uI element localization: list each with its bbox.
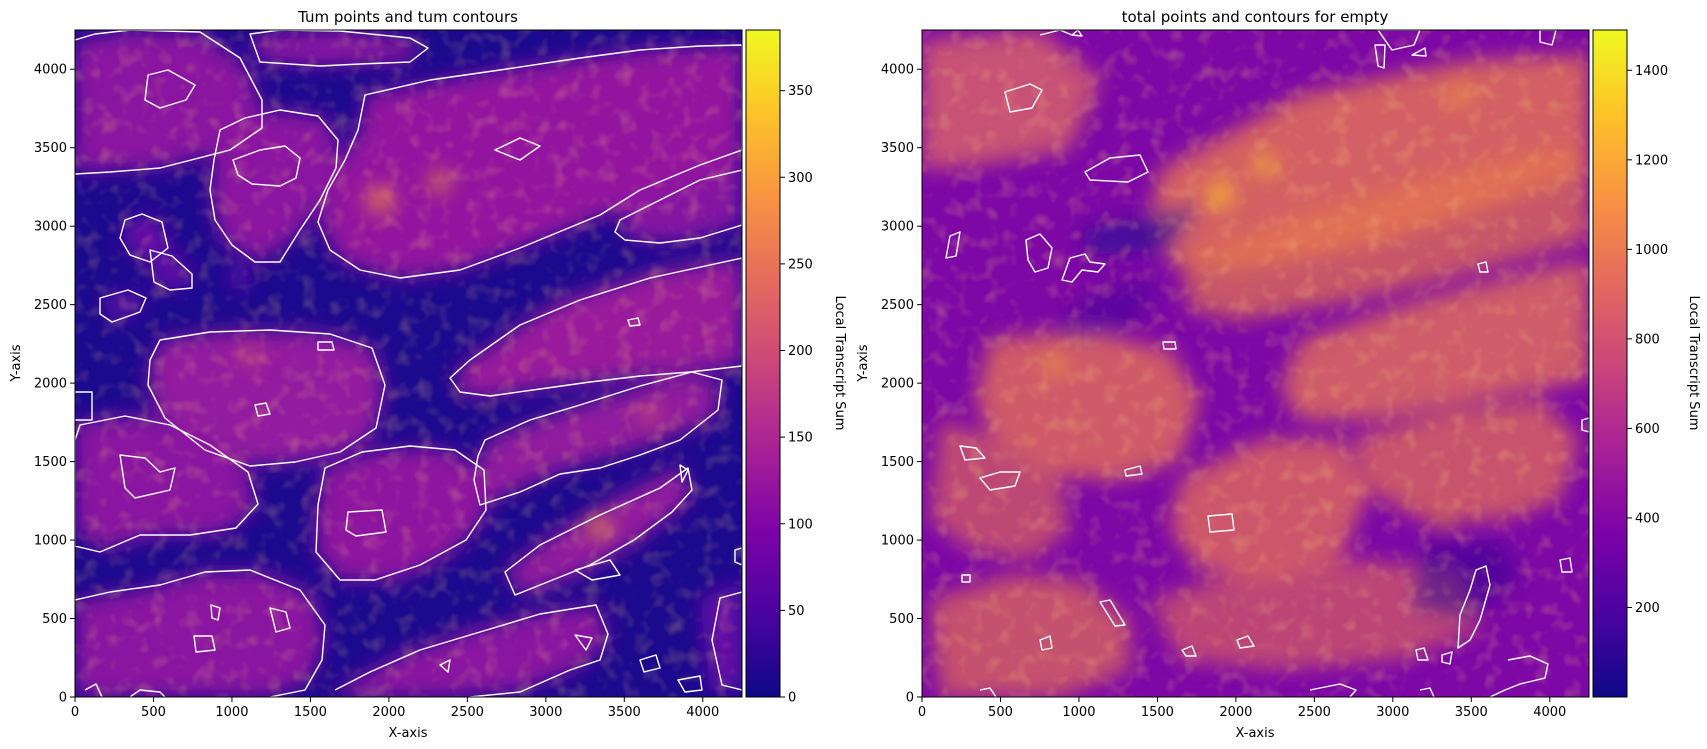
- y-tick-label: 3500: [34, 141, 67, 156]
- colorbar-tick-label: 1000: [1635, 243, 1668, 258]
- colorbar-tick-label: 0: [788, 691, 796, 706]
- x-tick-label: 4000: [686, 705, 719, 720]
- colorbar-tick-label: 1200: [1635, 153, 1668, 168]
- x-tick-label: 1000: [215, 705, 248, 720]
- colorbar-tick-label: 100: [788, 517, 813, 532]
- heatmap-image: [922, 30, 1589, 697]
- colorbar-tick-label: 200: [788, 344, 813, 359]
- y-axis-label: Y-axis: [9, 344, 24, 382]
- y-tick-label: 3500: [881, 141, 914, 156]
- colorbar-tick-label: 250: [788, 257, 813, 272]
- empty-colorbar: 200 400 600 800 1000 1200 1400 Local Transcrip…: [1592, 29, 1701, 698]
- empty-axes: 0 500 1000 1500 2000 2500 3000 3500 4000 0 500 1000…: [881, 63, 1566, 720]
- colorbar-tick-label: 150: [788, 431, 813, 446]
- tum-contours: [75, 30, 742, 697]
- heatmap-image: [75, 30, 742, 697]
- y-tick-label: 2500: [34, 298, 67, 313]
- x-tick-label: 0: [918, 705, 926, 720]
- x-tick-label: 1500: [1141, 705, 1174, 720]
- y-axis-label: Y-axis: [856, 344, 871, 382]
- y-tick-label: 500: [42, 612, 67, 627]
- y-tick-label: 1000: [881, 534, 914, 549]
- tum-colorbar: 0 50 100 150 200 250 300 350 Local Transcript S…: [745, 29, 847, 706]
- y-tick-label: 0: [906, 691, 914, 706]
- y-tick-label: 1500: [34, 455, 67, 470]
- colorbar-tick-label: 200: [1635, 601, 1660, 616]
- x-tick-label: 1500: [294, 705, 327, 720]
- x-tick-label: 4000: [1533, 705, 1566, 720]
- chart-title: total points and contours for empty: [1122, 8, 1389, 26]
- colorbar-tick-label: 300: [788, 171, 813, 186]
- chart-title: Tum points and tum contours: [297, 8, 518, 26]
- colorbar-tick-label: 350: [788, 84, 813, 99]
- y-tick-label: 500: [889, 612, 914, 627]
- tum-heatmap-panel: Tum points and tum contours: [9, 8, 847, 741]
- x-tick-label: 3500: [608, 705, 641, 720]
- total-heatmap-panel: total points and contours for empty: [856, 8, 1701, 741]
- x-tick-label: 1000: [1062, 705, 1095, 720]
- y-tick-label: 2500: [881, 298, 914, 313]
- y-tick-label: 2000: [34, 377, 67, 392]
- colorbar-tick-label: 400: [1635, 511, 1660, 526]
- x-tick-label: 2500: [1298, 705, 1331, 720]
- x-tick-label: 2500: [451, 705, 484, 720]
- colorbar-gradient: [1592, 29, 1628, 698]
- y-tick-label: 3000: [34, 220, 67, 235]
- colorbar-tick-label: 800: [1635, 332, 1660, 347]
- tum-axes: 0 500 1000 1500 2000 2500 3000 3500 4000 0 500 1000…: [34, 63, 719, 720]
- x-axis-label: X-axis: [389, 726, 428, 741]
- y-tick-label: 4000: [34, 63, 67, 78]
- empty-contours: [945, 30, 1589, 697]
- y-tick-label: 1500: [881, 455, 914, 470]
- y-tick-label: 2000: [881, 377, 914, 392]
- colorbar-label: Local Transcript Sum: [832, 296, 847, 431]
- x-tick-label: 2000: [372, 705, 405, 720]
- x-tick-label: 3500: [1455, 705, 1488, 720]
- x-axis-label: X-axis: [1236, 726, 1275, 741]
- x-tick-label: 500: [141, 705, 166, 720]
- y-tick-label: 1000: [34, 534, 67, 549]
- colorbar-tick-label: 600: [1635, 422, 1660, 437]
- y-tick-label: 0: [59, 691, 67, 706]
- colorbar-tick-label: 1400: [1635, 64, 1668, 79]
- x-tick-label: 0: [71, 705, 79, 720]
- y-tick-label: 4000: [881, 63, 914, 78]
- colorbar-tick-label: 50: [788, 604, 805, 619]
- colorbar-gradient: [745, 29, 781, 698]
- x-tick-label: 3000: [529, 705, 562, 720]
- x-tick-label: 3000: [1376, 705, 1409, 720]
- colorbar-label: Local Transcript Sum: [1686, 296, 1701, 431]
- x-tick-label: 500: [988, 705, 1013, 720]
- x-tick-label: 2000: [1219, 705, 1252, 720]
- y-tick-label: 3000: [881, 220, 914, 235]
